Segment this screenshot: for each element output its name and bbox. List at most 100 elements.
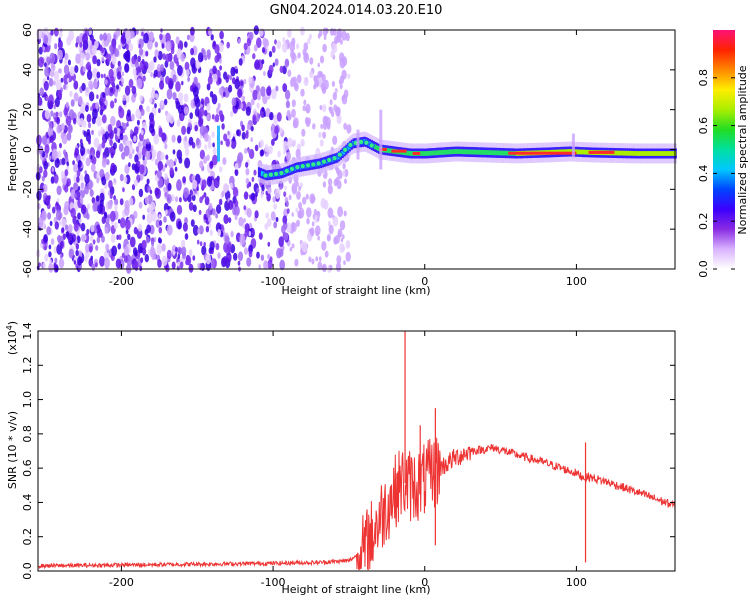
noise-cell [153, 69, 158, 78]
snr-y-tick-label: 0.2 [21, 528, 34, 546]
noise-cell [107, 123, 113, 133]
noise-cell [46, 226, 52, 236]
noise-cell [238, 58, 243, 66]
noise-cell [323, 35, 327, 40]
noise-cell [233, 252, 238, 261]
noise-cell [276, 40, 282, 49]
noise-cell [55, 111, 59, 117]
noise-cell [339, 83, 343, 90]
noise-cell [235, 68, 239, 74]
ridge-point [294, 164, 301, 171]
noise-cell [242, 95, 246, 102]
noise-cell [110, 115, 116, 127]
noise-cell [203, 156, 208, 164]
snr-y-tick-label: 0.6 [21, 459, 34, 477]
spectrogram-cells [35, 25, 677, 274]
ridge-core [426, 151, 429, 156]
noise-cell [66, 77, 70, 83]
noise-cell [166, 193, 172, 204]
noise-cell [154, 187, 160, 196]
noise-cell [177, 254, 181, 259]
ridge-point [347, 141, 354, 148]
noise-cell [201, 245, 207, 256]
noise-cell [331, 42, 338, 54]
spectrogram-x-tick-label: -100 [261, 275, 286, 288]
noise-cell [83, 130, 87, 137]
noise-cell [128, 197, 134, 206]
noise-cell [212, 65, 217, 75]
noise-cell [116, 71, 122, 80]
noise-cell [75, 53, 81, 64]
noise-cell [264, 223, 269, 230]
noise-cell [272, 62, 275, 68]
noise-cell [89, 189, 94, 197]
noise-cell [282, 83, 288, 93]
noise-cell [284, 58, 290, 67]
noise-cell [232, 186, 239, 198]
noise-cell [196, 239, 200, 245]
noise-cell [100, 102, 106, 112]
noise-cell [346, 124, 352, 134]
figure-title: GN04.2024.014.03.20.E10 [270, 3, 443, 18]
noise-cell [207, 52, 211, 60]
noise-cell [315, 256, 319, 262]
noise-cell [146, 236, 150, 244]
noise-cell [151, 149, 157, 158]
noise-cell [158, 108, 161, 114]
noise-cell [73, 80, 79, 90]
noise-cell [319, 55, 325, 64]
noise-cell [171, 134, 176, 143]
noise-cell [104, 79, 108, 85]
noise-cell [118, 107, 125, 119]
noise-cell [298, 207, 305, 219]
noise-cell [268, 50, 273, 58]
noise-cell [49, 135, 54, 144]
ridge-core [472, 149, 475, 155]
ridge-core [652, 151, 655, 156]
ridge-core [657, 151, 660, 156]
noise-cell [311, 221, 315, 227]
noise-cell [73, 222, 79, 232]
ridge-core [406, 150, 409, 156]
snr-multiplier: (x104) [5, 321, 19, 355]
noise-cell [342, 170, 346, 177]
noise-cell [95, 150, 101, 159]
noise-cell [190, 219, 195, 227]
noise-cell [108, 147, 111, 153]
noise-cell [207, 141, 212, 149]
noise-cell [339, 57, 346, 69]
noise-cell [204, 144, 208, 150]
noise-cell [252, 114, 257, 122]
noise-cell [291, 182, 298, 194]
noise-cell [275, 85, 279, 92]
noise-cell [111, 55, 117, 65]
colorbar-tick-label: 0.4 [697, 165, 710, 183]
noise-cell [51, 167, 55, 172]
noise-cell [142, 75, 146, 82]
snr-y-label: SNR (10 * v/v) [6, 411, 19, 489]
noise-cell [198, 117, 204, 128]
noise-cell [278, 236, 285, 247]
noise-cell [234, 169, 238, 175]
noise-cell [212, 142, 215, 148]
noise-cell [64, 52, 69, 61]
snr-multiplier-base: (x10 [6, 330, 19, 355]
ridge-core [495, 150, 498, 156]
noise-cell [175, 36, 180, 45]
noise-cell [238, 38, 241, 44]
ridge-core [619, 150, 622, 156]
ridge-core [635, 151, 639, 156]
noise-cell [69, 90, 73, 98]
noise-cell [342, 234, 345, 240]
noise-cell [58, 37, 61, 43]
noise-cell [289, 41, 296, 53]
noise-cell [108, 180, 113, 189]
noise-cell [53, 104, 56, 109]
ridge-point [336, 151, 343, 158]
noise-cell [254, 210, 259, 219]
noise-cell [247, 148, 251, 154]
noise-cell [41, 135, 48, 146]
noise-cell [169, 211, 176, 222]
snr-series [37, 331, 676, 571]
noise-cell [41, 239, 44, 244]
